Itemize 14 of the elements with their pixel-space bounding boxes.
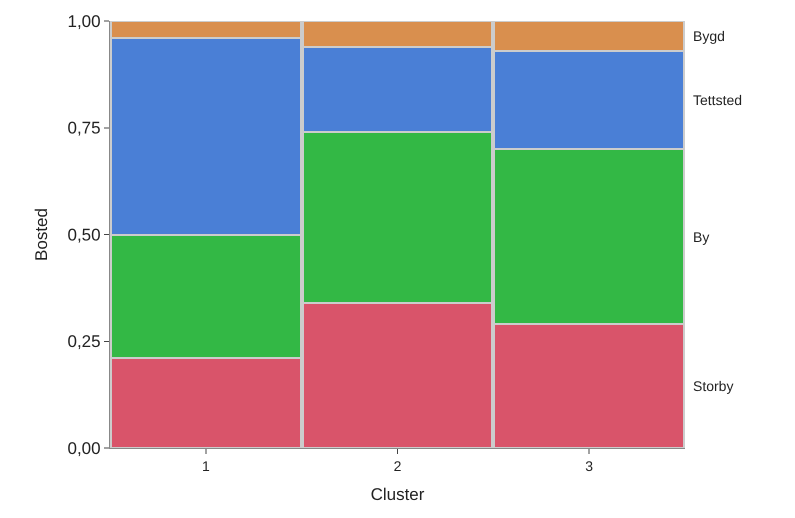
y-axis-title: Bosted bbox=[32, 208, 52, 261]
y-tick-label: 0,75 bbox=[68, 118, 101, 138]
y-tick-label: 1,00 bbox=[68, 12, 101, 31]
x-tick-label: 3 bbox=[585, 458, 594, 474]
series-label: Storby bbox=[693, 378, 734, 394]
y-tick-label: 0,00 bbox=[68, 438, 101, 458]
x-axis-title: Cluster bbox=[370, 485, 425, 504]
x-tick-label: 2 bbox=[394, 458, 402, 474]
y-tick-label: 0,25 bbox=[68, 332, 101, 352]
series-label: By bbox=[693, 229, 710, 245]
series-label: Bygd bbox=[693, 28, 725, 44]
x-tick-label: 1 bbox=[202, 458, 210, 474]
series-label: Tettsted bbox=[693, 92, 742, 108]
y-tick-label: 0,50 bbox=[68, 225, 101, 244]
